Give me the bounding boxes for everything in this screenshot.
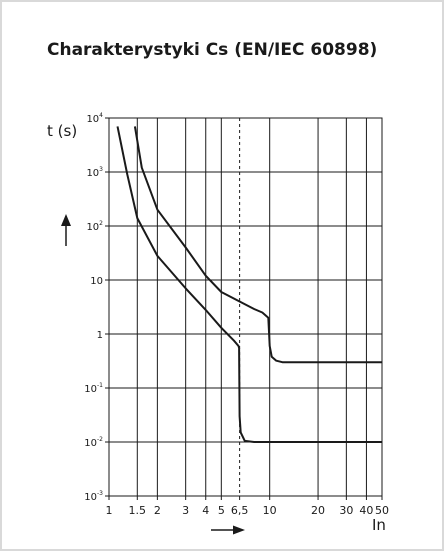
series-group (116, 126, 382, 443)
y-tick-label: 10 (90, 276, 103, 287)
x-tick-label: 4 (202, 504, 209, 517)
series-line-1 (116, 126, 382, 443)
x-tick-label: 40 (359, 504, 373, 517)
x-tick-label: 1.5 (129, 504, 147, 517)
axis-decorations: t (s) In (47, 122, 386, 535)
y-tick-label: 103 (86, 166, 103, 179)
y-arrow-head (61, 214, 71, 226)
series-line-2 (133, 126, 382, 364)
y-tick-label: 10-2 (84, 436, 103, 449)
x-axis-label: In (372, 516, 386, 534)
x-tick-label: 30 (339, 504, 353, 517)
x-tick-label: 2 (154, 504, 161, 517)
x-tick-label: 3 (182, 504, 189, 517)
x-tick-label: 10 (263, 504, 277, 517)
x-tick-label: 50 (375, 504, 389, 517)
plot-area (108, 117, 383, 497)
x-tick-label: 20 (311, 504, 325, 517)
x-tick-label: 1 (106, 504, 113, 517)
x-tick-label: 5 (218, 504, 225, 517)
y-tick-label: 102 (86, 220, 103, 233)
tick-labels: 1 1.5 2 3 4 5 6,5 10 20 30 40 50 10-3 10-2 10-1 1 10 102 1… (84, 112, 389, 517)
y-tick-label: 1 (97, 330, 103, 341)
x-arrow-head (233, 525, 245, 535)
y-axis-label: t (s) (47, 122, 77, 140)
y-tick-label: 104 (86, 112, 103, 125)
chart-title: Charakterystyki Cs (EN/IEC 60898) (47, 40, 378, 60)
y-tick-label: 10-3 (84, 490, 103, 503)
x-tick-label: 6,5 (231, 504, 249, 517)
y-tick-label: 10-1 (84, 382, 103, 395)
